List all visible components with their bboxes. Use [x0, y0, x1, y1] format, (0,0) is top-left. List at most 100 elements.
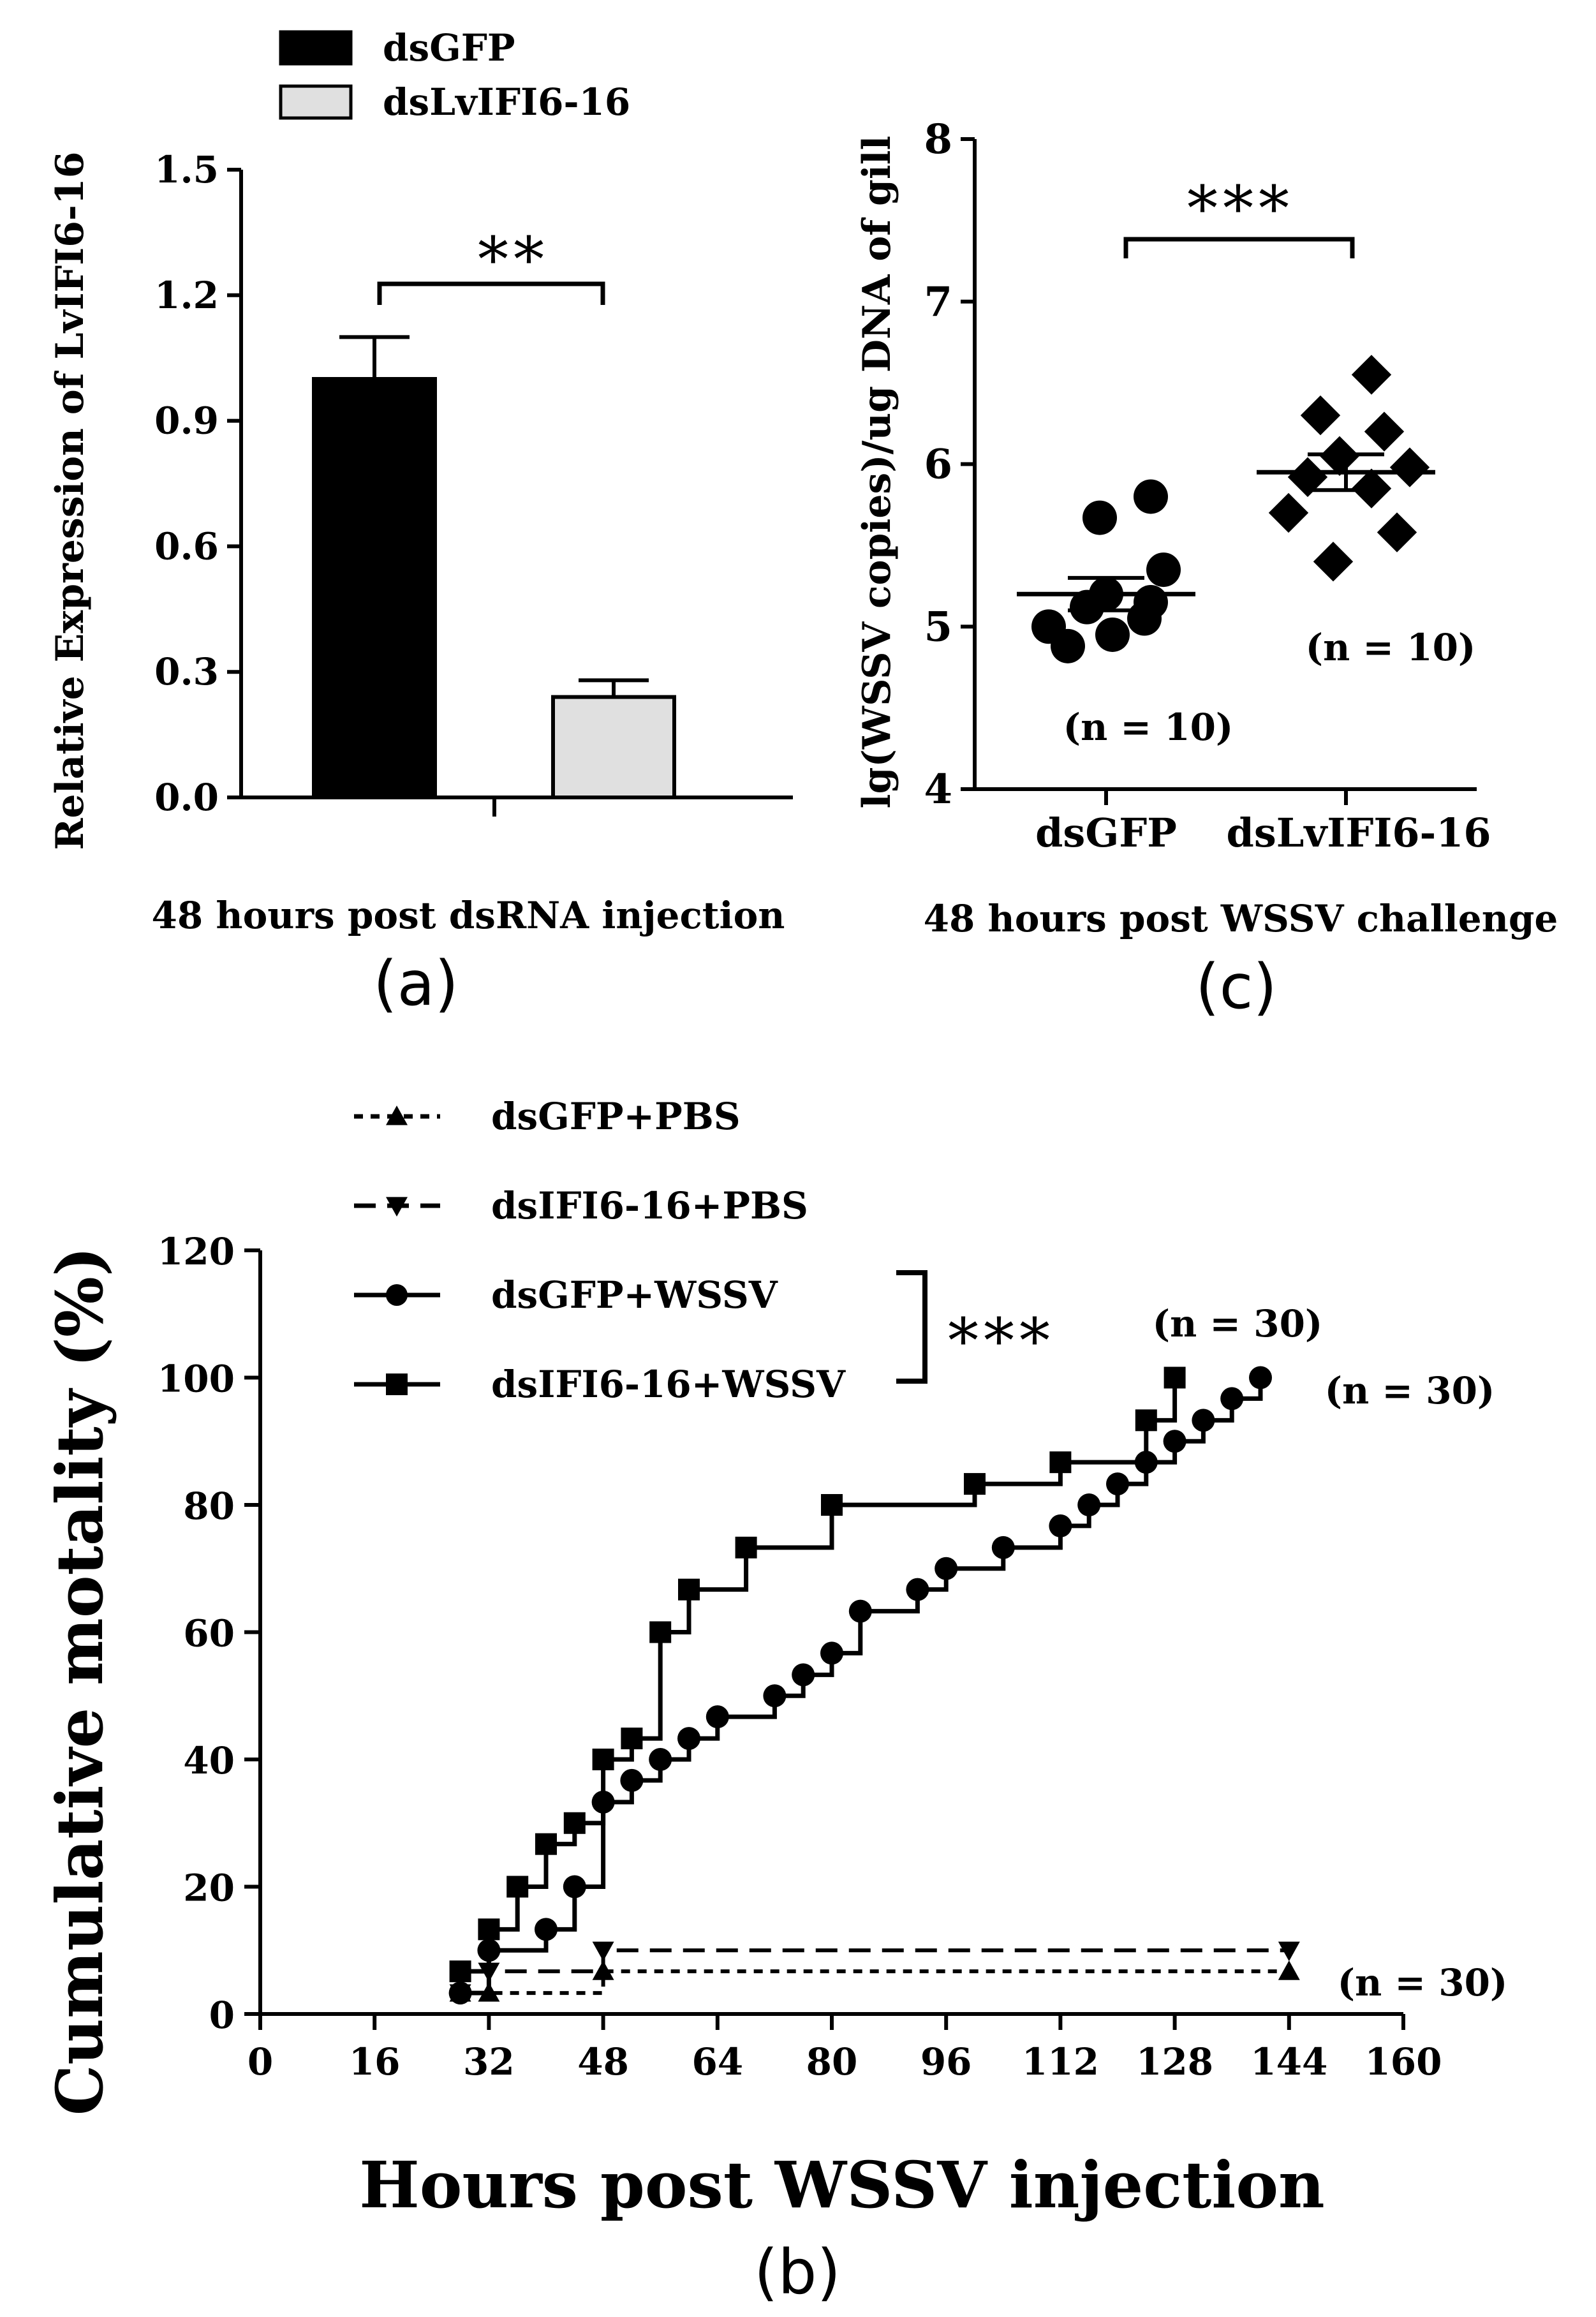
panel-b-marker-dsgfp-wssv [1192, 1409, 1215, 1432]
panel-b-marker-dsgfp-wssv [706, 1705, 729, 1729]
panel-c-y-tick-label: 6 [924, 441, 952, 489]
panel-b-marker-dsifi6-16-wssv [621, 1728, 643, 1750]
panel-b-marker-dsgfp-wssv [535, 1918, 558, 1941]
panel-b-marker-dsgfp-wssv [935, 1557, 958, 1580]
panel-a-y-tick-label: 0.6 [154, 524, 219, 568]
panel-b-n-label-dsifi6-16-wssv: (n = 30) [1153, 1302, 1323, 1345]
panel-b-marker-dsgfp-wssv [1163, 1430, 1186, 1453]
panel-b-n-label-pbs: (n = 30) [1338, 1961, 1508, 2004]
panel-a-x-axis-label: 48 hours post dsRNA injection [152, 894, 785, 937]
legend-label-dslvifi6-16: dsLvIFI6-16 [383, 80, 630, 124]
panel-b-x-tick-label: 160 [1364, 2040, 1442, 2084]
panel-b-x-tick-label: 80 [806, 2040, 858, 2084]
panel-a-significance-stars: ** [478, 224, 549, 295]
panel-b-series [448, 1366, 1300, 2005]
panel-c-point-dsgfp [1095, 617, 1130, 652]
panel-b-marker-dsifi6-16-wssv [1164, 1366, 1186, 1389]
legend-swatch-dsgfp [279, 30, 353, 66]
panel-b-marker-dsgfp-wssv [792, 1663, 815, 1687]
panel-b-marker-dsgfp-wssv [1077, 1493, 1101, 1516]
panel-c-y-tick-label: 5 [924, 603, 952, 651]
panel-b-x-tick-label: 96 [920, 2040, 972, 2084]
panel-b-marker-dsifi6-16-wssv [1049, 1451, 1072, 1474]
panel-b-significance-stars: *** [948, 1305, 1055, 1377]
panel-b-marker-dsifi6-16-wssv [735, 1536, 757, 1558]
legend-swatch-dslvifi6-16 [279, 84, 353, 120]
panel-a-bar-0 [312, 377, 437, 799]
legend-label-dsifi6-16-wssv: dsIFI6-16+WSSV [491, 1363, 846, 1406]
panel-c-point-dsgfp [1146, 552, 1181, 588]
panel-c-point-dslvifi6-16 [1364, 411, 1405, 452]
panel-b-marker-dsgfp-wssv [820, 1641, 843, 1665]
panel-b-marker-dsgfp-wssv [448, 1981, 472, 2005]
panel-b-x-tick-label: 144 [1250, 2040, 1327, 2084]
panel-b-marker-dsifi6-16-wssv [449, 1960, 471, 1983]
panel-c-n-label-dsgfp: (n = 10) [1063, 706, 1234, 749]
panel-c-significance-bracket [1123, 237, 1355, 258]
panel-c-point-dslvifi6-16 [1313, 542, 1354, 582]
panel-c-point-dsgfp [1134, 585, 1168, 620]
panel-b-y-tick-label: 100 [158, 1358, 235, 1401]
panel-c-x-tick-label-1: dsLvIFI6-16 [1226, 810, 1491, 856]
panel-b-axes: 0 20 40 60 80 100 120 0 16 32 48 64 80 96 112 128 144 160 [158, 1230, 1442, 2084]
panel-b-marker-dsifi6-16-pbs [592, 1941, 614, 1962]
panel-b-marker-dsifi6-16-pbs [1278, 1941, 1300, 1962]
panel-b-x-tick-label: 128 [1136, 2040, 1213, 2084]
panel-a-y-axis-label: Relative Expression of LvIFI6-16 [48, 152, 92, 850]
panel-b-marker-dsgfp-wssv [1049, 1514, 1072, 1537]
panel-b-y-tick-label: 120 [158, 1230, 235, 1273]
panel-c-y-axis-label: lg(WSSV copies)/ug DNA of gill [855, 136, 899, 809]
panel-a-bar-1 [551, 695, 676, 800]
panel-b-marker-dsifi6-16-wssv [506, 1876, 529, 1898]
panel-a-label: (a) [373, 948, 459, 1019]
panel-b-marker-dsgfp-wssv [1220, 1387, 1244, 1410]
panel-c-label: (c) [1195, 951, 1277, 1023]
panel-c-point-dslvifi6-16 [1268, 492, 1309, 533]
panel-a-y-tick-label: 1.5 [154, 148, 219, 191]
panel-c-point-dsgfp [1082, 500, 1117, 535]
panel-b-marker-dsgfp-wssv [1249, 1366, 1272, 1389]
panel-b-y-tick-label: 0 [209, 1994, 235, 2037]
panel-c-x-tick-label-0: dsGFP [1035, 810, 1177, 856]
panel-b-marker-dsgfp-wssv [649, 1748, 672, 1771]
panel-c-point-dslvifi6-16 [1351, 355, 1392, 395]
panel-c-n-label-dslvifi6-16: (n = 10) [1306, 626, 1476, 669]
panel-a-y-tick-label: 0.3 [154, 650, 219, 693]
panel-c-significance-stars: *** [1187, 173, 1294, 244]
panel-a-significance-bracket [377, 281, 605, 305]
panel-b-marker-dsifi6-16-wssv [563, 1812, 586, 1834]
panel-c-point-dsgfp [1031, 609, 1066, 644]
panel-b-y-tick-label: 60 [183, 1612, 235, 1655]
legend-marker-dsifi6-16-pbs [386, 1197, 408, 1217]
panel-c-point-dslvifi6-16 [1300, 395, 1341, 436]
legend-label-dsgfp-wssv: dsGFP+WSSV [491, 1273, 778, 1317]
panel-b-y-tick-label: 20 [183, 1867, 235, 1910]
panel-b-legend [354, 1106, 927, 1395]
panel-b-x-tick-label: 16 [349, 2040, 401, 2084]
panel-c-point-dslvifi6-16 [1389, 447, 1430, 487]
panel-c-y-tick-label: 4 [924, 766, 952, 813]
panel-b-marker-dsgfp-wssv [848, 1599, 872, 1623]
panel-a-y-tick-label: 0.9 [154, 399, 219, 443]
legend-marker-dsifi6-16-wssv [386, 1373, 408, 1395]
panel-b-marker-dsifi6-16-wssv [1135, 1409, 1157, 1432]
panel-b-x-axis-label: Hours post WSSV injection [359, 2147, 1325, 2223]
legend-label-dsifi6-16-pbs: dsIFI6-16+PBS [491, 1184, 808, 1227]
panel-c-point-dsgfp [1134, 479, 1168, 514]
panel-b-marker-dsgfp-wssv [620, 1768, 644, 1792]
panel-b-y-axis-label: Cumulative motality (%) [42, 1247, 117, 2116]
panel-c-point-dslvifi6-16 [1377, 512, 1417, 552]
panel-b-marker-dsgfp-wssv [677, 1727, 700, 1751]
panel-a-y-tick-label: 0.0 [154, 776, 219, 819]
panel-b-marker-dsgfp-pbs [1278, 1960, 1300, 1980]
panel-b-line-dsifi6-16-pbs [460, 1948, 1289, 1995]
panel-a-bar-chart: dsGFP dsLvIFI6-16 0.0 0.3 0.6 0.9 1.2 1.5 Rel… [48, 26, 793, 1019]
legend-marker-dsgfp-pbs [386, 1106, 408, 1125]
panel-b-marker-dsgfp-wssv [906, 1578, 929, 1601]
panel-b-x-tick-label: 32 [463, 2040, 515, 2084]
legend-marker-dsgfp-wssv [386, 1284, 408, 1306]
panel-b-marker-dsgfp-pbs [592, 1960, 614, 1980]
panel-b-marker-dsifi6-16-wssv [678, 1578, 700, 1601]
